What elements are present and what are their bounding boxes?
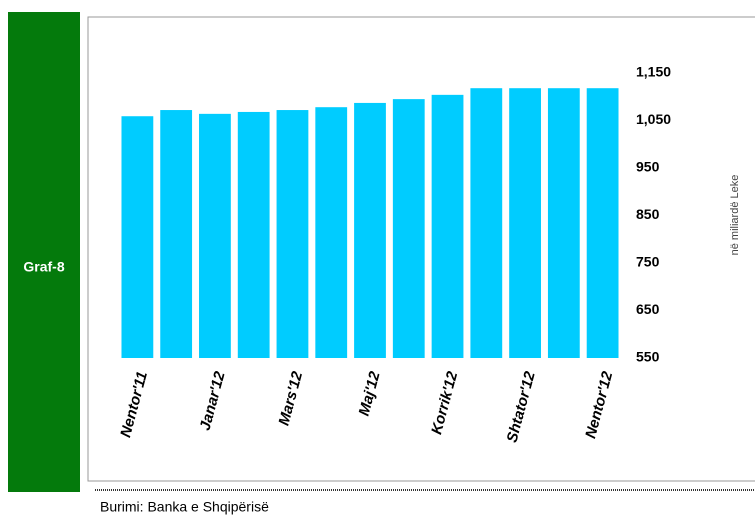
- bar: [160, 110, 193, 358]
- bar: [392, 99, 425, 358]
- y-tick-label: 550: [636, 349, 660, 365]
- chart-label: Graf-8: [23, 259, 64, 275]
- bar: [547, 88, 580, 358]
- bar: [509, 88, 541, 358]
- y-tick-label: 950: [636, 159, 660, 175]
- source: Burimi: Banka e Shqipërisë: [100, 499, 269, 515]
- side-panel: [8, 12, 80, 492]
- bar: [199, 113, 231, 358]
- bar: [586, 88, 619, 358]
- y-tick-label: 1,150: [636, 64, 671, 80]
- bar: [237, 111, 270, 358]
- bar: [470, 88, 503, 358]
- y-tick-label: 750: [636, 254, 660, 270]
- y-axis-label: në miliardë Leke: [729, 175, 741, 256]
- y-tick-label: 650: [636, 301, 660, 317]
- y-tick-label: 1,050: [636, 111, 671, 127]
- bar: [431, 94, 464, 358]
- y-tick-label: 850: [636, 206, 660, 222]
- bar: [315, 107, 348, 358]
- bar: [354, 102, 386, 358]
- bar: [276, 110, 309, 358]
- bar: [121, 116, 154, 358]
